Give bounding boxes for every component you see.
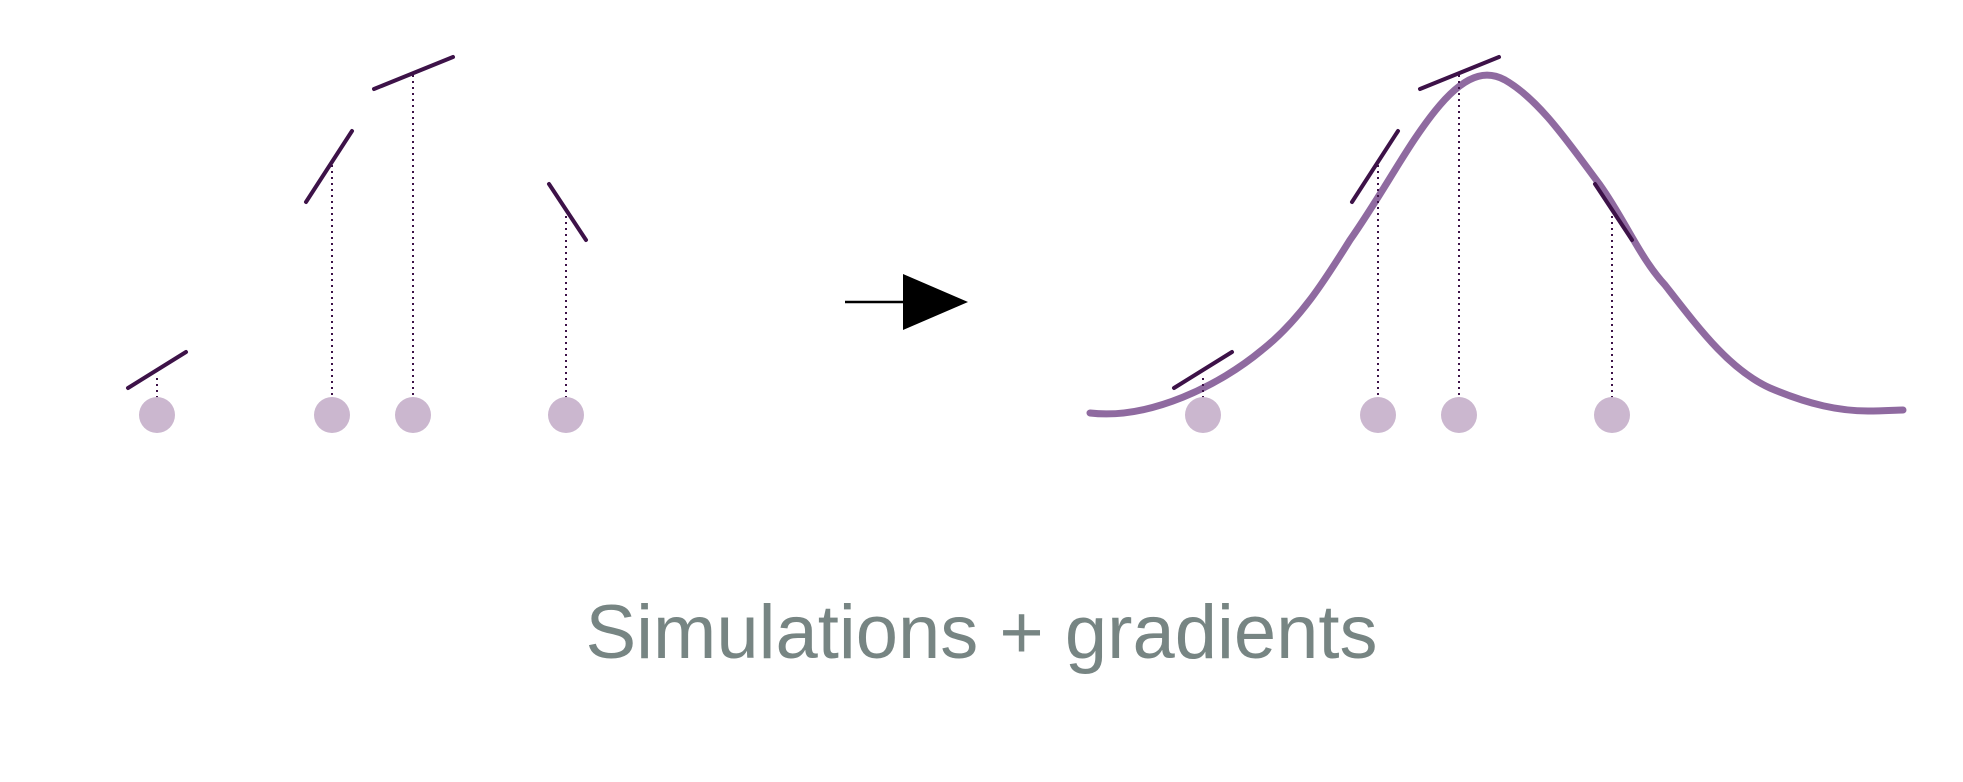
sample-1 [126, 350, 188, 433]
sample-point [548, 397, 584, 433]
gradient-segment [1418, 55, 1501, 91]
caption: Simulations + gradients [585, 590, 1378, 675]
sample-3 [372, 55, 455, 433]
gradient-segment [1172, 350, 1234, 390]
gradient-segment [126, 350, 188, 390]
gradient-segment [1593, 182, 1634, 242]
gradient-segment [304, 129, 354, 204]
arrow-right-icon [845, 274, 968, 330]
fit-sample-4 [1593, 182, 1634, 433]
sample-point [1360, 397, 1396, 433]
right-panel-fitted-curve [1086, 55, 1907, 433]
left-panel-simulations [126, 55, 588, 433]
sample-point [1185, 397, 1221, 433]
fitted-curve [1086, 71, 1907, 418]
fit-sample-1 [1172, 350, 1234, 433]
fit-sample-2 [1350, 129, 1400, 433]
sample-point [314, 397, 350, 433]
gradient-segment [1350, 129, 1400, 204]
fit-sample-3 [1418, 55, 1501, 433]
sample-point [1594, 397, 1630, 433]
sample-2 [304, 129, 354, 433]
sample-4 [547, 182, 588, 433]
gradient-segment [547, 182, 588, 242]
sample-point [1441, 397, 1477, 433]
gradient-segment [372, 55, 455, 91]
sample-point [139, 397, 175, 433]
sample-point [395, 397, 431, 433]
